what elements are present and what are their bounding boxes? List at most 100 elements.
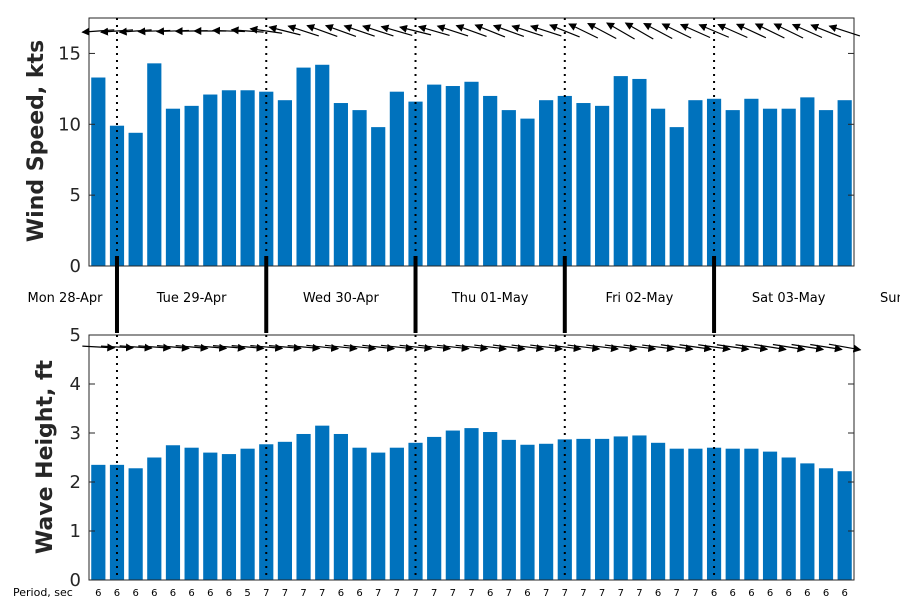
period-value: 5	[244, 588, 250, 599]
wind-bar	[651, 108, 666, 266]
wave-ytick-label: 1	[70, 521, 81, 542]
day-label: Wed 30-Apr	[303, 291, 380, 306]
wind-bar	[800, 97, 815, 266]
wave-ytick-label: 5	[70, 325, 81, 346]
wind-bar	[781, 108, 796, 266]
wind-speed-panel: Wind Speed, kts 0 5 10 15	[24, 17, 861, 277]
wave-bar	[91, 464, 106, 580]
wave-direction-arrow	[604, 344, 638, 353]
wave-bar	[483, 432, 498, 580]
period-value: 7	[506, 588, 512, 599]
wave-bar	[501, 439, 516, 580]
period-value: 6	[207, 588, 213, 599]
wave-bar	[128, 468, 143, 580]
wind-bar	[259, 91, 274, 266]
period-value: 7	[263, 588, 269, 599]
period-value: 7	[562, 588, 568, 599]
period-value: 7	[636, 588, 642, 599]
wind-ytick-label: 15	[58, 43, 81, 64]
wind-direction-arrow	[773, 23, 804, 39]
wind-direction-arrow	[137, 27, 171, 36]
wind-bar	[315, 64, 330, 267]
wave-direction-arrow	[324, 343, 358, 352]
wave-bar	[147, 457, 162, 580]
wave-direction-arrow	[754, 343, 787, 353]
day-label: Tue 29-Apr	[156, 291, 227, 306]
wave-bar	[539, 443, 554, 580]
wave-bar	[109, 464, 125, 580]
wave-height-panel: Wave Height, ft 0 1 2 3 4 5	[33, 325, 862, 591]
wave-bar	[240, 448, 255, 580]
wind-bar	[91, 77, 106, 267]
period-value: 6	[841, 588, 847, 599]
period-value: 7	[319, 588, 325, 599]
wave-direction-arrow	[548, 344, 582, 353]
wind-bar	[837, 100, 852, 266]
period-value: 6	[188, 588, 194, 599]
wind-direction-arrow	[661, 23, 692, 39]
wave-direction-arrow	[735, 344, 769, 353]
wind-bar	[483, 95, 498, 266]
wave-bar	[818, 468, 834, 580]
wave-bar	[165, 445, 181, 580]
wave-direction-arrow	[380, 343, 414, 352]
wave-bar	[445, 430, 460, 580]
wind-direction-arrow	[306, 24, 338, 38]
period-value: 6	[655, 588, 661, 599]
wind-direction-arrow	[624, 22, 654, 40]
wind-direction-arrow	[828, 24, 861, 37]
wind-bar	[147, 63, 162, 266]
wave-bar	[800, 463, 815, 580]
wind-bar	[277, 100, 292, 266]
wind-ytick-label: 10	[58, 114, 81, 135]
wave-bar	[781, 457, 796, 580]
period-value: 7	[674, 588, 680, 599]
wave-height-ylabel: Wave Height, ft	[33, 359, 58, 554]
period-value: 7	[394, 588, 400, 599]
period-value: 6	[786, 588, 792, 599]
wave-direction-arrow	[268, 343, 302, 352]
wind-bar	[184, 105, 199, 266]
wave-direction-arrow	[362, 343, 396, 352]
day-label: Fri 02-May	[606, 291, 674, 306]
wave-ytick-label: 3	[70, 423, 81, 444]
wind-direction-arrow	[810, 23, 842, 38]
wind-bar	[109, 125, 125, 266]
wave-bar	[464, 428, 479, 580]
wind-ytick-label: 5	[70, 185, 81, 206]
period-value: 6	[132, 588, 138, 599]
wave-bar	[371, 452, 386, 580]
period-value: 6	[823, 588, 829, 599]
period-value: 6	[748, 588, 754, 599]
wind-direction-arrow	[492, 24, 525, 38]
period-value: 6	[226, 588, 232, 599]
wave-bar	[762, 451, 778, 580]
wave-direction-arrow	[623, 344, 657, 353]
wind-direction-arrow	[81, 27, 115, 36]
wave-direction-arrow	[791, 343, 825, 353]
wave-bar	[632, 435, 647, 580]
period-value: 6	[730, 588, 736, 599]
wind-direction-arrow	[717, 23, 748, 39]
period-value: 6	[524, 588, 530, 599]
wave-bar	[576, 438, 591, 580]
wave-bar	[277, 441, 292, 580]
wind-bar	[445, 86, 460, 267]
wind-direction-arrow	[399, 24, 432, 36]
wind-ytick-label: 0	[70, 256, 81, 277]
wave-ytick-label: 2	[70, 472, 81, 493]
period-value: 6	[487, 588, 493, 599]
wave-direction-arrow	[436, 343, 470, 352]
wave-bar	[184, 447, 199, 580]
day-label: Sun	[880, 291, 900, 306]
wind-direction-arrow	[118, 27, 152, 36]
wave-direction-arrow	[156, 343, 190, 352]
wind-direction-arrow	[343, 24, 375, 37]
wave-direction-arrow	[810, 343, 843, 353]
wave-direction-arrow	[642, 344, 675, 353]
wind-speed-ylabel: Wind Speed, kts	[24, 40, 49, 242]
wind-bar	[203, 94, 218, 266]
wind-bar	[632, 78, 647, 266]
wave-direction-arrow	[660, 344, 694, 353]
